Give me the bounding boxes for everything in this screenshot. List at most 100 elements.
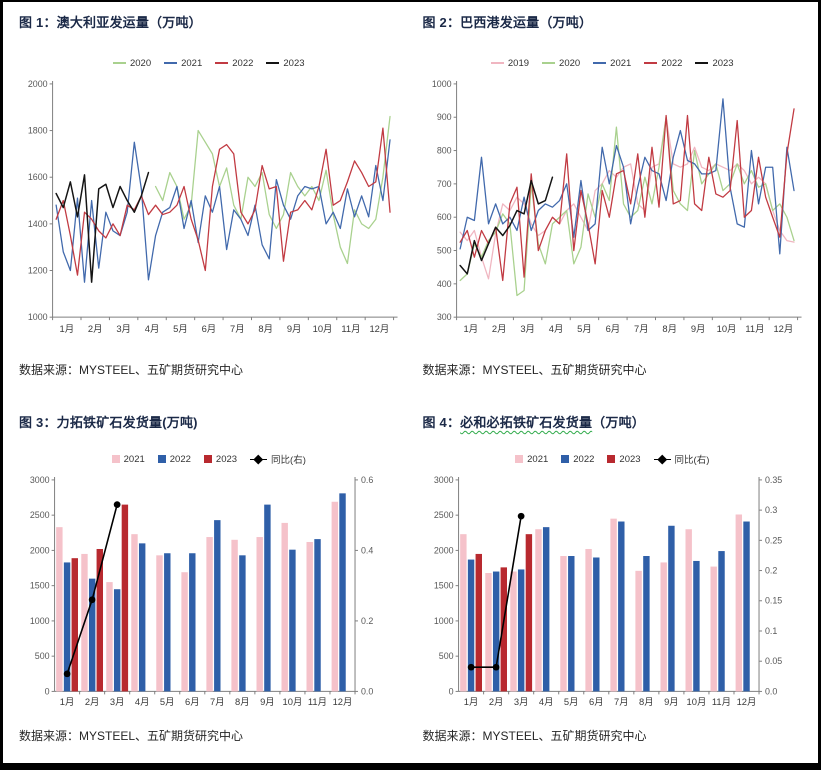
figure-1-title-text: 图 1：澳大利亚发运量（万吨） xyxy=(19,15,202,30)
bar-2021 xyxy=(609,518,617,692)
bar-2022 xyxy=(113,589,121,692)
bar-2022 xyxy=(164,553,171,692)
bar-2022 xyxy=(717,551,725,692)
series-line-2023 xyxy=(458,176,553,275)
legend-item-2021: 2021 xyxy=(111,453,145,465)
axis-tick-label: 3000 xyxy=(433,475,453,485)
axis-tick-label: 3月 xyxy=(116,324,131,334)
axis-tick-label: 2月 xyxy=(88,324,103,334)
legend-item-2023: 2023 xyxy=(203,454,237,465)
axis-tick-label: 1600 xyxy=(28,172,48,182)
bar-2022 xyxy=(88,578,96,692)
axis-tick-label: 1000 xyxy=(28,312,48,322)
legend-label: 2019 xyxy=(507,57,530,69)
figure-4-title-name: 必和必拓铁矿石发货量 xyxy=(460,415,593,430)
legend-swatch-icon xyxy=(644,62,658,64)
series-line-2022 xyxy=(55,127,391,276)
yoy-marker xyxy=(63,670,71,678)
charts-grid: 图 1：澳大利亚发运量（万吨） 2020 2021 2022 2023 1000 120… xyxy=(3,2,818,763)
axis-tick-label: 0.15 xyxy=(764,596,781,606)
axis-tick-label: 1月 xyxy=(60,697,75,707)
legend-swatch-icon xyxy=(542,62,556,64)
figure-1-chart: 1000 1200 1400 1600 1800 2000 1月 2月 3月 4月 5月 6月 7月 8月… xyxy=(28,79,398,334)
series-line-2021 xyxy=(458,98,795,255)
axis-tick-label: 500 xyxy=(438,651,453,661)
axis-tick-label: 5月 xyxy=(160,697,175,707)
legend-item-同比(右): 同比(右) xyxy=(250,452,306,466)
axis-tick-label: 6月 xyxy=(185,697,200,707)
legend-swatch-icon xyxy=(593,62,607,64)
bar-2021 xyxy=(131,534,138,692)
series-line-2020 xyxy=(458,116,795,297)
bar-2022 xyxy=(467,559,474,692)
legend-label: 2022 xyxy=(573,453,595,465)
axis-tick-label: 400 xyxy=(436,279,451,289)
legend-swatch-icon xyxy=(112,62,126,64)
bar-2022 xyxy=(189,553,196,692)
axis-tick-label: 2000 xyxy=(28,79,48,89)
legend-label: 2021 xyxy=(527,453,549,465)
legend-item-2020: 2020 xyxy=(542,58,580,69)
bar-2022 xyxy=(314,539,321,692)
legend-swatch-icon xyxy=(515,455,524,463)
series-line-2022 xyxy=(458,108,795,282)
legend-swatch-icon xyxy=(164,62,178,64)
bar-2021 xyxy=(534,529,542,692)
axis-tick-label: 2月 xyxy=(491,324,506,334)
legend-item-2023: 2023 xyxy=(266,58,305,69)
yoy-marker xyxy=(113,501,121,508)
axis-tick-label: 500 xyxy=(436,245,451,255)
figure-4-source: 数据来源：MYSTEEL、五矿期货研究中心 xyxy=(422,729,647,744)
bar-2021 xyxy=(281,522,288,692)
yoy-marker xyxy=(517,512,524,520)
legend-item-2022: 2022 xyxy=(215,58,253,69)
bar-2022 xyxy=(492,571,499,692)
figure-3-chart: 0 500 1000 1500 2000 2500 3000 0.0 0.2 0.4 0.6 1月 2月… xyxy=(30,475,373,707)
axis-tick-label: 1200 xyxy=(28,265,48,275)
figure-2-legend: 2019 2020 2021 2022 2023 xyxy=(421,56,805,70)
bar-2022 xyxy=(138,543,146,692)
axis-tick-label: 0.0 xyxy=(361,686,373,696)
axis-tick-label: 10月 xyxy=(313,324,333,334)
axis-tick-label: 9月 xyxy=(287,324,302,334)
bar-2022 xyxy=(642,556,650,692)
axis-tick-label: 0 xyxy=(45,686,50,696)
axis-tick-label: 2月 xyxy=(85,697,100,707)
yoy-marker xyxy=(492,663,499,671)
bar-2022 xyxy=(517,569,524,692)
bar-2022 xyxy=(339,493,346,692)
axis-tick-label: 7月 xyxy=(230,324,245,334)
figure-1-legend: 2020 2021 2022 2023 xyxy=(17,56,401,70)
bar-2021 xyxy=(509,571,517,692)
legend-swatch-icon xyxy=(561,455,570,463)
axis-tick-label: 0.2 xyxy=(764,566,776,576)
legend-label: 2021 xyxy=(123,453,145,465)
legend-label: 同比(右) xyxy=(674,455,710,466)
axis-tick-label: 3月 xyxy=(513,697,528,707)
axis-tick-label: 0.1 xyxy=(764,626,776,636)
figure-1-panel: 图 1：澳大利亚发运量（万吨） 2020 2021 2022 2023 1000 120… xyxy=(17,6,401,406)
bar-2023 xyxy=(71,558,78,692)
axis-tick-label: 0.35 xyxy=(764,475,781,485)
axis-tick-label: 8月 xyxy=(235,697,250,707)
axis-tick-label: 2000 xyxy=(433,545,453,555)
axis-tick-label: 8月 xyxy=(639,697,654,707)
axis-tick-label: 11月 xyxy=(745,324,764,334)
axis-tick-label: 12月 xyxy=(369,324,389,334)
axis-tick-label: 4月 xyxy=(135,697,150,707)
legend-item-同比(右): 同比(右) xyxy=(653,452,710,466)
bar-2022 xyxy=(742,521,750,692)
figure-3-title-text: 图 3：力拓铁矿石发货量(万吨) xyxy=(19,415,198,430)
bar-2022 xyxy=(289,549,296,692)
legend-item-2020: 2020 xyxy=(112,58,151,69)
figure-3-title: 图 3：力拓铁矿石发货量(万吨) xyxy=(17,406,401,434)
figure-4-title: 图 4：必和必拓铁矿石发货量（万吨） xyxy=(421,406,805,434)
axis-tick-label: 5月 xyxy=(563,697,578,707)
legend-item-2023: 2023 xyxy=(695,58,734,69)
axis-tick-label: 3月 xyxy=(520,324,535,334)
axis-tick-label: 0.25 xyxy=(764,535,781,545)
axis-tick-label: 9月 xyxy=(260,697,275,707)
axis-tick-label: 4月 xyxy=(145,324,160,334)
axis-tick-label: 1500 xyxy=(30,581,50,591)
